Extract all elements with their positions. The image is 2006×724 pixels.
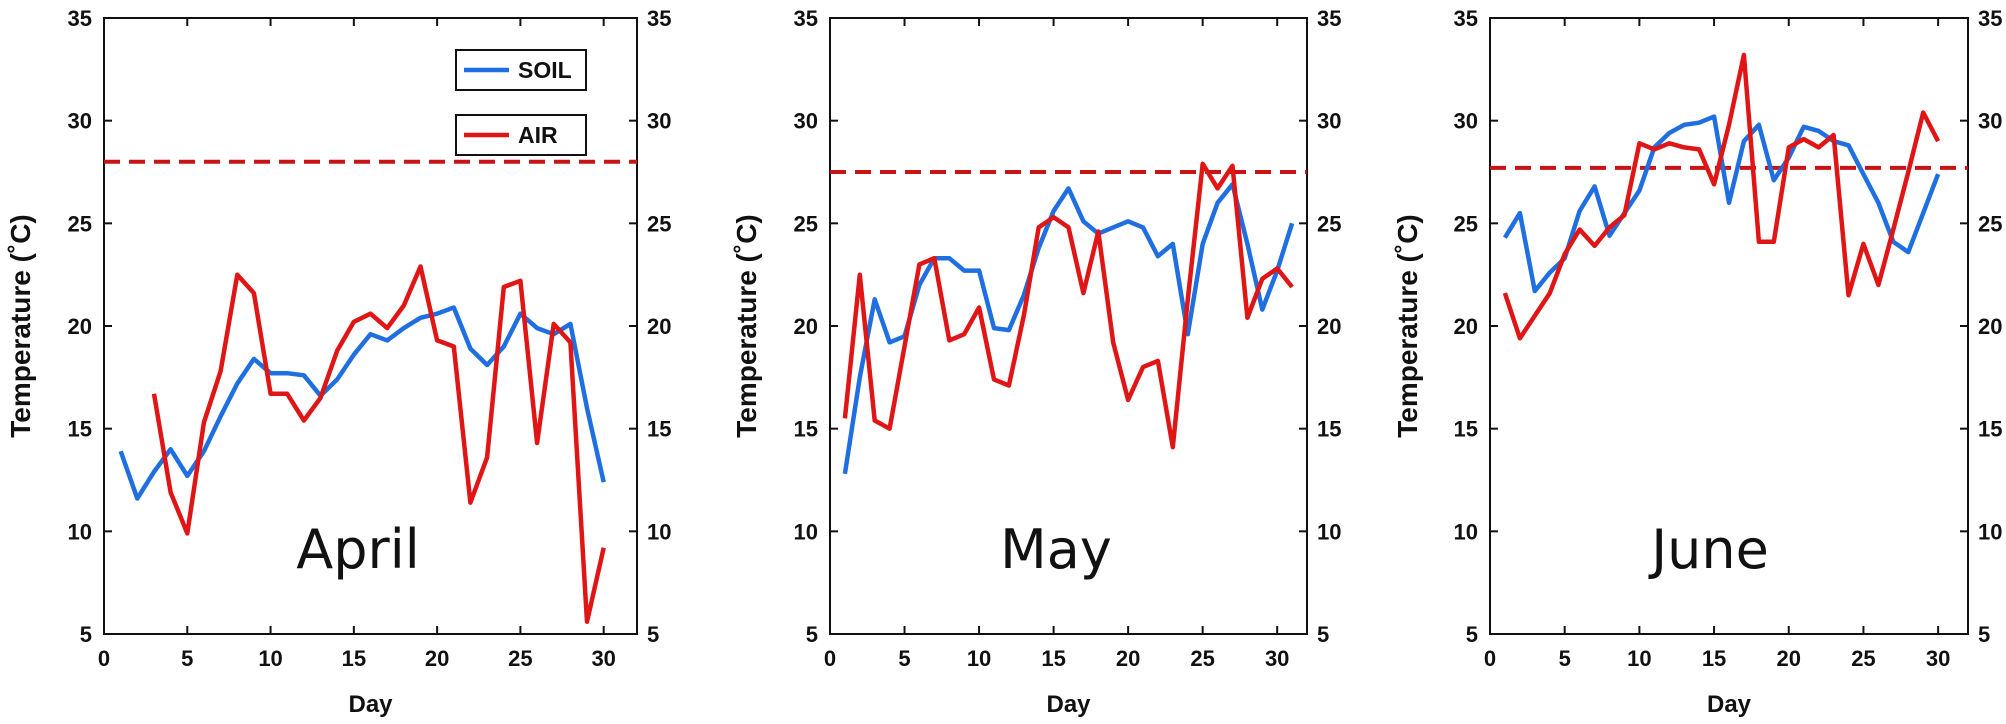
y-tick-label: 35 — [794, 6, 818, 31]
y-tick-label-right: 15 — [1978, 417, 2002, 442]
y-axis-label: Temperature (˚C) — [5, 214, 36, 438]
legend-label-air: AIR — [518, 122, 558, 148]
y-tick-label-right: 10 — [647, 519, 671, 544]
y-tick-label: 20 — [1454, 314, 1478, 339]
x-tick-label: 10 — [258, 646, 282, 671]
x-tick-label: 10 — [1627, 646, 1651, 671]
x-tick-label: 25 — [1190, 646, 1214, 671]
y-tick-label: 15 — [794, 417, 818, 442]
y-tick-label: 10 — [794, 519, 818, 544]
x-tick-label: 5 — [181, 646, 193, 671]
y-axis-label: Temperature (˚C) — [1392, 214, 1423, 438]
y-tick-label-right: 15 — [1317, 417, 1341, 442]
x-tick-label: 25 — [1851, 646, 1875, 671]
x-tick-label: 15 — [1041, 646, 1065, 671]
y-tick-label-right: 10 — [1978, 519, 2002, 544]
y-tick-label-right: 25 — [1978, 211, 2002, 236]
legend: SOIL AIR — [455, 49, 587, 156]
y-tick-label: 35 — [68, 6, 92, 31]
y-tick-label: 15 — [1454, 417, 1478, 442]
y-tick-label-right: 20 — [1978, 314, 2002, 339]
y-tick-label-right: 25 — [647, 211, 671, 236]
y-tick-label-right: 20 — [1317, 314, 1341, 339]
x-tick-label: 20 — [425, 646, 449, 671]
y-tick-label-right: 25 — [1317, 211, 1341, 236]
x-tick-label: 25 — [508, 646, 532, 671]
x-tick-label: 0 — [98, 646, 110, 671]
y-tick-label-right: 30 — [647, 109, 671, 134]
x-axis-label: Day — [348, 691, 393, 718]
y-tick-label: 20 — [68, 314, 92, 339]
x-tick-label: 15 — [342, 646, 366, 671]
y-tick-label: 20 — [794, 314, 818, 339]
series-line-soil — [842, 182, 1295, 475]
y-tick-label-right: 15 — [647, 417, 671, 442]
y-tick-label-right: 30 — [1978, 109, 2002, 134]
x-tick-label: 20 — [1116, 646, 1140, 671]
x-axis-label: Day — [1707, 691, 1752, 718]
y-tick-label-right: 10 — [1317, 519, 1341, 544]
x-tick-label: 20 — [1777, 646, 1801, 671]
y-tick-label-right: 5 — [1978, 622, 1990, 647]
y-tick-label: 25 — [68, 211, 92, 236]
y-tick-label-right: 5 — [647, 622, 659, 647]
x-tick-label: 5 — [1559, 646, 1571, 671]
series-line-air — [842, 161, 1294, 450]
x-tick-label: 30 — [1265, 646, 1289, 671]
y-axis-label: Temperature (˚C) — [731, 214, 762, 438]
y-tick-label: 5 — [806, 622, 818, 647]
x-tick-label: 15 — [1702, 646, 1726, 671]
series-line-air — [151, 264, 606, 624]
month-label: April — [296, 518, 419, 581]
y-tick-label: 10 — [1454, 519, 1478, 544]
x-tick-label: 5 — [898, 646, 910, 671]
legend-label-soil: SOIL — [518, 57, 572, 83]
month-label: May — [1000, 518, 1112, 581]
y-tick-label: 5 — [80, 622, 92, 647]
y-tick-label-right: 35 — [647, 6, 671, 31]
y-tick-label-right: 20 — [647, 314, 671, 339]
x-axis-label: Day — [1046, 691, 1091, 718]
y-tick-label: 15 — [68, 417, 92, 442]
y-tick-label: 30 — [68, 109, 92, 134]
x-tick-label: 10 — [967, 646, 991, 671]
y-tick-label: 5 — [1466, 622, 1478, 647]
series-line-air — [1502, 52, 1941, 341]
y-tick-label-right: 35 — [1978, 6, 2002, 31]
x-tick-label: 0 — [824, 646, 836, 671]
y-tick-label: 25 — [1454, 211, 1478, 236]
x-tick-label: 0 — [1484, 646, 1496, 671]
y-tick-label: 10 — [68, 519, 92, 544]
y-tick-label-right: 5 — [1317, 622, 1329, 647]
y-tick-label-right: 30 — [1317, 109, 1341, 134]
x-tick-label: 30 — [591, 646, 615, 671]
y-tick-label: 30 — [794, 109, 818, 134]
y-tick-label: 30 — [1454, 109, 1478, 134]
y-tick-label: 25 — [794, 211, 818, 236]
y-tick-label: 35 — [1454, 6, 1478, 31]
month-label: June — [1648, 518, 1769, 581]
x-tick-label: 30 — [1926, 646, 1950, 671]
y-tick-label-right: 35 — [1317, 6, 1341, 31]
